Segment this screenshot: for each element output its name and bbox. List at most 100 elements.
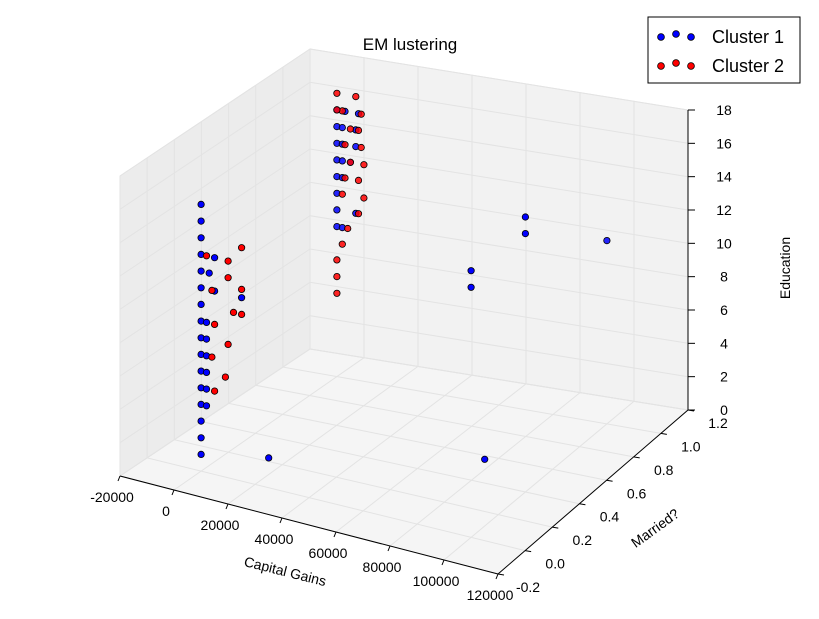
legend-dot xyxy=(687,33,695,41)
point-cluster-1 xyxy=(481,455,489,463)
grid-line-z xyxy=(119,315,689,444)
point-cluster-1 xyxy=(202,318,211,326)
point-cluster-1 xyxy=(197,267,205,275)
point-cluster-1 xyxy=(202,335,211,343)
y-tick-label: 0.6 xyxy=(627,485,647,501)
point-cluster-1 xyxy=(333,206,341,214)
legend-dot xyxy=(657,62,665,70)
point-cluster-1 xyxy=(197,217,205,225)
legend-dot xyxy=(672,30,680,38)
x-tick-mark xyxy=(441,559,445,566)
axis-lines xyxy=(119,110,689,575)
point-cluster-2 xyxy=(354,176,363,184)
y-tick-label: 0.4 xyxy=(600,509,620,525)
grid-line-z xyxy=(119,181,689,310)
point-cluster-2 xyxy=(224,274,232,282)
z-tick-label: 0 xyxy=(720,402,728,418)
z-tick-label: 6 xyxy=(720,302,728,318)
point-cluster-2 xyxy=(333,256,341,264)
point-cluster-1 xyxy=(265,454,273,462)
x-tick-mark xyxy=(117,475,121,482)
z-tick-label: 8 xyxy=(720,269,728,285)
x-tick-label: 40000 xyxy=(255,531,294,547)
y-tick-label: -0.2 xyxy=(516,579,540,595)
back-pane xyxy=(309,48,689,411)
legend-dot xyxy=(687,62,695,70)
point-cluster-2 xyxy=(202,252,211,260)
point-cluster-1 xyxy=(603,237,611,245)
point-cluster-2 xyxy=(221,373,229,381)
x-tick-label: 100000 xyxy=(413,573,460,589)
point-cluster-2 xyxy=(333,272,341,281)
point-cluster-2 xyxy=(224,340,232,348)
y-tick-mark xyxy=(606,479,613,482)
point-cluster-1 xyxy=(338,157,346,165)
grid-line-z xyxy=(119,281,689,410)
grid-line-z xyxy=(119,81,689,210)
y-tick-mark xyxy=(633,456,640,459)
legend-box xyxy=(647,16,801,84)
x-tick-mark xyxy=(279,517,283,524)
point-cluster-2 xyxy=(357,143,365,152)
point-cluster-2 xyxy=(224,257,232,265)
chart-title: EM lustering xyxy=(363,35,457,54)
x-tick-mark xyxy=(387,545,391,552)
point-cluster-1 xyxy=(197,234,205,242)
axis-panes xyxy=(118,48,690,575)
x-tick-label: 0 xyxy=(162,503,170,519)
legend-label-cluster-2: Cluster 2 xyxy=(712,56,784,76)
tick-labels: -20000 0 20000 40000 60000 80000 100000 120000-… xyxy=(90,102,732,603)
point-cluster-1 xyxy=(205,269,213,277)
y-tick-label: 0.8 xyxy=(654,462,674,478)
point-cluster-2 xyxy=(360,194,368,202)
point-cluster-1 xyxy=(197,450,205,458)
z-axis-label: Education xyxy=(777,237,793,299)
legend-marker-cluster-2 xyxy=(657,59,695,70)
x-tick-mark xyxy=(333,531,337,538)
point-cluster-2 xyxy=(333,289,341,297)
y-tick-mark xyxy=(660,432,667,435)
point-cluster-2 xyxy=(341,141,349,149)
y-axis-label: Married? xyxy=(628,505,682,551)
point-cluster-2 xyxy=(360,161,368,169)
x-tick-mark xyxy=(171,489,175,496)
grid-line-z xyxy=(119,48,689,177)
y-axis-line xyxy=(497,409,689,575)
z-tick-label: 2 xyxy=(720,369,728,385)
y-tick-mark xyxy=(552,526,559,529)
point-cluster-1 xyxy=(202,385,211,393)
y-tick-mark xyxy=(579,503,586,506)
point-cluster-2 xyxy=(333,89,341,97)
y-tick-mark xyxy=(497,573,505,576)
grid-line-z xyxy=(119,215,689,344)
z-tick-label: 16 xyxy=(716,135,732,151)
point-cluster-2 xyxy=(208,353,216,361)
legend-marker-cluster-1 xyxy=(657,30,695,41)
point-cluster-2 xyxy=(354,210,363,218)
point-cluster-2 xyxy=(238,244,246,252)
point-cluster-1 xyxy=(197,300,205,308)
point-cluster-1 xyxy=(467,267,475,275)
y-tick-label: 0.2 xyxy=(573,532,593,548)
legend-dot xyxy=(672,59,680,67)
x-tick-label: 20000 xyxy=(201,517,240,533)
point-cluster-1 xyxy=(202,368,211,376)
point-cluster-1 xyxy=(211,254,219,262)
z-tick-label: 14 xyxy=(716,169,732,185)
x-tick-label: 60000 xyxy=(309,545,348,561)
y-tick-label: 1.0 xyxy=(681,438,701,454)
point-cluster-1 xyxy=(467,283,475,291)
z-tick-label: 4 xyxy=(720,335,728,351)
point-cluster-2 xyxy=(229,308,238,316)
point-cluster-2 xyxy=(346,158,354,166)
point-cluster-2 xyxy=(341,174,349,182)
point-cluster-1 xyxy=(197,200,205,208)
point-cluster-1 xyxy=(521,230,530,238)
point-cluster-1 xyxy=(197,417,205,425)
grid-line-z xyxy=(119,115,689,244)
z-tick-label: 12 xyxy=(716,202,732,218)
point-cluster-2 xyxy=(211,320,219,328)
x-axis-line xyxy=(119,475,499,575)
